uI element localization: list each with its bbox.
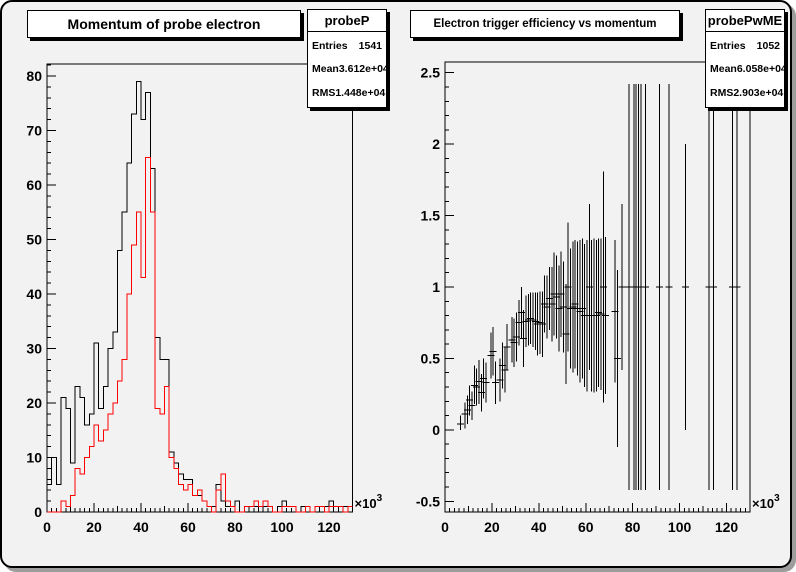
- svg-text:40: 40: [26, 286, 42, 302]
- left-stats-box[interactable]: probeP Entries 1541 Mean 3.612e+04 RMS 1…: [307, 9, 389, 108]
- svg-text:50: 50: [26, 231, 42, 247]
- svg-text:40: 40: [133, 519, 149, 535]
- series-trigger-matched-probes: [47, 157, 353, 513]
- svg-text:100: 100: [668, 519, 692, 535]
- left-stats-rows: Entries 1541 Mean 3.612e+04 RMS 1.448e+0…: [308, 32, 389, 107]
- axis-exponent: ×103: [355, 493, 383, 511]
- svg-text:0.5: 0.5: [421, 350, 441, 366]
- x-axis-labels: 0 20 40 60 80 100 120: [441, 519, 738, 535]
- svg-text:0: 0: [34, 504, 42, 520]
- svg-text:20: 20: [86, 519, 102, 535]
- right-stats-name: probePwME: [706, 10, 784, 32]
- plot-frame: [444, 61, 751, 513]
- left-title-text: Momentum of probe electron: [67, 16, 261, 32]
- x-axis: [46, 503, 353, 512]
- stats-label: Mean: [312, 63, 339, 76]
- left-pad: 0 20 40 60 80 100 120 0 10 20 30 40 50 60 70 80 ×103 Mom…: [2, 2, 400, 566]
- y-axis: [47, 64, 56, 513]
- svg-text:0: 0: [432, 422, 440, 438]
- right-plot: 0 20 40 60 80 100 120-0.500.511.522.5×103: [416, 61, 780, 535]
- right-stats-box[interactable]: probePwME Entries 1052 Mean 6.058e+04 RM…: [705, 9, 787, 108]
- svg-text:30: 30: [26, 340, 42, 356]
- stats-value: 2.903e+04: [733, 87, 784, 100]
- svg-text:60: 60: [180, 519, 196, 535]
- svg-text:10: 10: [26, 449, 42, 465]
- y-axis-labels: -0.5 0 0.5 1 1.5 2 2.5: [416, 65, 440, 510]
- stats-row-rms: RMS 1.448e+04: [312, 87, 386, 100]
- svg-text:2.5: 2.5: [421, 65, 441, 81]
- svg-text:2: 2: [432, 136, 440, 152]
- x-axis: [444, 503, 751, 512]
- stats-value: 6.058e+04: [736, 63, 787, 76]
- stats-value: 3.612e+04: [338, 63, 389, 76]
- plot-frame: [46, 63, 353, 513]
- series-all-probe-electrons: [47, 80, 353, 513]
- stats-row-entries: Entries 1052: [710, 40, 780, 52]
- svg-text:70: 70: [26, 122, 42, 138]
- right-title-text: Electron trigger efficiency vs momentum: [433, 18, 657, 30]
- y-axis-labels: 0 10 20 30 40 50 60 70 80: [26, 68, 42, 520]
- svg-text:1: 1: [432, 279, 440, 295]
- svg-text:40: 40: [531, 519, 547, 535]
- stats-label: RMS: [710, 87, 734, 100]
- left-plot: 0 20 40 60 80 100 120 0 10 20 30 40 50 60 70 80 ×103: [26, 63, 383, 535]
- svg-text:×103: ×103: [355, 493, 383, 511]
- svg-text:80: 80: [227, 519, 243, 535]
- svg-text:80: 80: [625, 519, 641, 535]
- left-title-box[interactable]: Momentum of probe electron: [27, 10, 301, 38]
- right-title-box[interactable]: Electron trigger efficiency vs momentum: [410, 10, 680, 38]
- svg-text:20: 20: [26, 395, 42, 411]
- stats-label: Entries: [710, 39, 746, 52]
- y-axis: [445, 72, 454, 502]
- right-pad: 0 20 40 60 80 100 120 -0.5 0 0.5 1 1.5 2 2.5 ×103 Elec…: [400, 2, 790, 566]
- axis-exponent: ×103: [752, 493, 780, 511]
- svg-text:80: 80: [26, 68, 42, 84]
- svg-text:120: 120: [317, 519, 341, 535]
- stats-value: 1052: [756, 39, 780, 52]
- svg-text:0: 0: [43, 519, 51, 535]
- stats-value: 1.448e+04: [335, 87, 386, 100]
- stats-label: Mean: [710, 63, 737, 76]
- stats-label: RMS: [312, 87, 336, 100]
- efficiency-error-bars: [456, 84, 741, 490]
- svg-text:100: 100: [270, 519, 294, 535]
- stats-label: Entries: [312, 39, 348, 52]
- stats-row-mean: Mean 3.612e+04: [312, 63, 389, 76]
- svg-text:×103: ×103: [752, 493, 780, 511]
- stats-value: 1541: [358, 39, 382, 52]
- stats-row-entries: Entries 1541: [312, 40, 382, 52]
- svg-text:1.5: 1.5: [421, 208, 441, 224]
- x-axis-labels: 0 20 40 60 80 100 120: [43, 519, 341, 535]
- svg-text:60: 60: [578, 519, 594, 535]
- right-stats-rows: Entries 1052 Mean 6.058e+04 RMS 2.903e+0…: [706, 32, 787, 107]
- svg-text:20: 20: [484, 519, 500, 535]
- stats-row-rms: RMS 2.903e+04: [710, 87, 784, 100]
- svg-text:-0.5: -0.5: [416, 493, 440, 509]
- svg-text:0: 0: [441, 519, 449, 535]
- stats-row-mean: Mean 6.058e+04: [710, 63, 787, 76]
- svg-text:120: 120: [715, 519, 739, 535]
- svg-text:60: 60: [26, 177, 42, 193]
- left-stats-name: probeP: [308, 10, 386, 32]
